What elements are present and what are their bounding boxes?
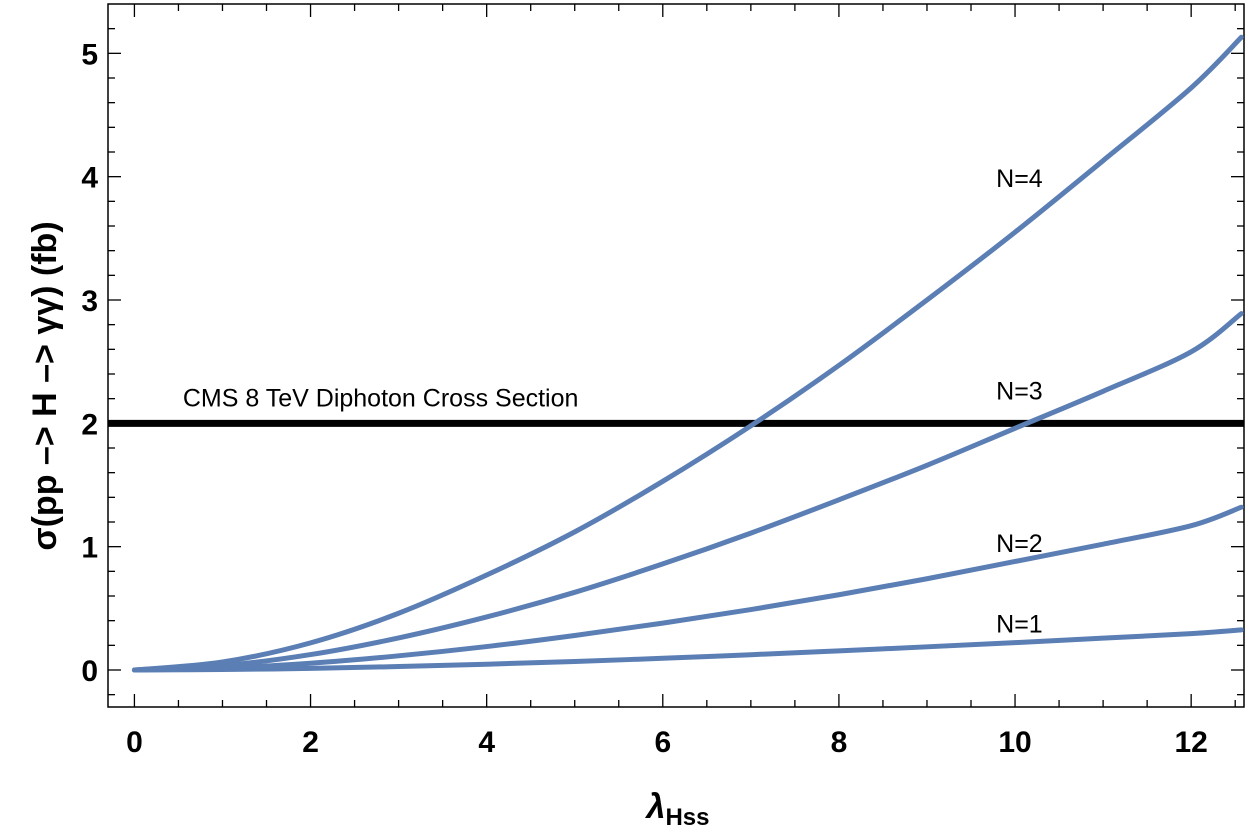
x-tick-label: 10 [998, 726, 1031, 759]
plot-frame [107, 3, 1245, 708]
x-tick-label: 4 [478, 726, 495, 759]
series-labels: N=1 N=2 N=3 N=4 [996, 165, 1043, 638]
series-label: N=2 [996, 530, 1043, 558]
x-axis-label-subscript: Hss [665, 804, 709, 830]
series-label: N=3 [996, 377, 1043, 405]
x-tick-label: 2 [302, 726, 319, 759]
y-tick-label: 0 [81, 655, 98, 688]
y-tick-labels: 0 1 2 3 4 5 [81, 38, 98, 688]
series-line-n1 [131, 627, 1244, 673]
y-tick-label: 2 [81, 408, 98, 441]
series-label: N=4 [996, 165, 1043, 193]
series-line-n3 [131, 311, 1244, 673]
x-tick-label: 12 [1174, 726, 1207, 759]
y-tick-label: 4 [81, 162, 98, 195]
axis-ticks [108, 4, 1244, 707]
y-tick-label: 1 [81, 532, 98, 565]
series-line-n4 [131, 34, 1244, 673]
reference-line-label: CMS 8 TeV Diphoton Cross Section [183, 385, 579, 413]
x-axis-label: λHss [645, 788, 710, 830]
y-tick-label: 3 [81, 285, 98, 318]
series-line-n2 [131, 504, 1244, 673]
series-lines [131, 34, 1244, 673]
x-tick-label: 6 [654, 726, 671, 759]
y-tick-label: 5 [81, 38, 98, 71]
x-tick-label: 0 [126, 726, 143, 759]
y-axis-label: σ(pp –> H –> γγ) (fb) [26, 221, 64, 550]
series-label: N=1 [996, 610, 1043, 638]
x-axis-label-symbol: λ [645, 788, 666, 826]
x-tick-labels: 0 2 4 6 8 10 12 [126, 726, 1208, 759]
x-tick-label: 8 [831, 726, 848, 759]
